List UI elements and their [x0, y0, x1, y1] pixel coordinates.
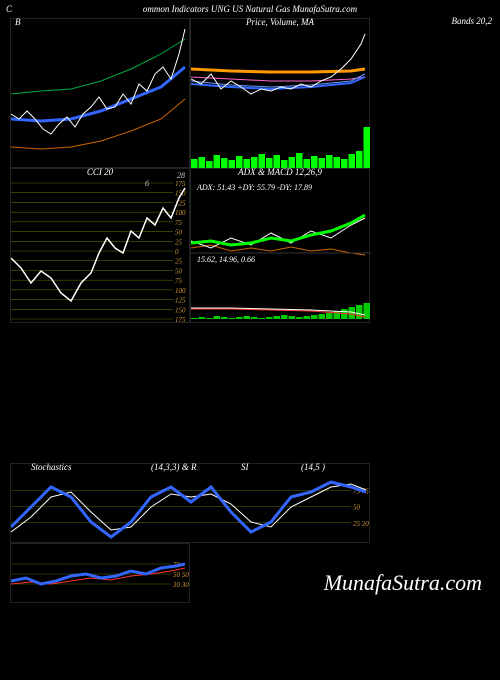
watermark-text: MunafaSutra.com — [324, 570, 482, 596]
row-top: B Price, Volume, MA Bands 20,2 — [0, 18, 500, 168]
svg-text:50: 50 — [353, 504, 361, 512]
svg-text:175: 175 — [175, 316, 186, 324]
stoch-chart: 75 755025 20 — [11, 464, 371, 544]
svg-text:25: 25 — [175, 258, 183, 266]
svg-text:50: 50 — [175, 267, 183, 275]
stoch-t2: (14,3,3) & R — [151, 462, 197, 472]
svg-text:50: 50 — [175, 229, 183, 237]
row-mid: CCI 20 28 6 1751501251007550250255075100… — [0, 168, 500, 323]
row-stoch: Stochastics (14,3,3) & R SI (14,5 ) 75 7… — [0, 463, 500, 543]
bb-chart — [11, 19, 191, 169]
svg-text:125: 125 — [175, 297, 186, 305]
rsi-chart: 7050 5030 30 — [11, 544, 191, 604]
cci-sub: 6 — [145, 179, 149, 188]
panel-rsi: 7050 5030 30 — [10, 543, 190, 603]
svg-text:50 50: 50 50 — [173, 571, 189, 579]
header-left: C — [6, 4, 12, 14]
page-header: C ommon Indicators UNG US Natural Gas Mu… — [0, 0, 500, 18]
panel-ma: Price, Volume, MA — [190, 18, 370, 168]
panel-bbands: B — [10, 18, 190, 168]
header-title: ommon Indicators UNG US Natural Gas Muna… — [143, 4, 357, 14]
bb-title: B — [15, 17, 21, 27]
panel-stoch: Stochastics (14,3,3) & R SI (14,5 ) 75 7… — [10, 463, 370, 543]
svg-text:30 30: 30 30 — [172, 581, 189, 589]
svg-text:100: 100 — [175, 287, 186, 295]
adx-title: ADX & MACD 12,26,9 — [238, 167, 322, 177]
cci-title: CCI 20 — [87, 167, 113, 177]
cci-top: 28 — [177, 171, 185, 180]
bands-text: Bands 20,2 — [452, 16, 493, 26]
gap-region — [0, 323, 500, 463]
svg-text:25 20: 25 20 — [353, 520, 369, 528]
adx-info2: 15.62, 14.96, 0.66 — [197, 255, 255, 264]
stoch-t3: SI — [241, 462, 249, 472]
panel-cci: CCI 20 28 6 1751501251007550250255075100… — [10, 168, 190, 323]
svg-text:75: 75 — [175, 219, 183, 227]
bands-label: Bands 20,2 — [370, 18, 500, 168]
ma-title: Price, Volume, MA — [246, 17, 314, 27]
svg-text:150: 150 — [175, 306, 186, 314]
cci-chart: 1751501251007550250255075100125150175 — [11, 169, 191, 324]
panel-adx: ADX & MACD 12,26,9 ADX: 51.43 +DY: 55.79… — [190, 168, 370, 323]
svg-text:0: 0 — [175, 248, 179, 256]
adx-chart — [191, 169, 371, 324]
svg-text:25: 25 — [175, 238, 183, 246]
stoch-t4: (14,5 ) — [301, 462, 325, 472]
svg-text:75: 75 — [175, 277, 183, 285]
stoch-t1: Stochastics — [31, 462, 72, 472]
ma-chart — [191, 19, 371, 169]
svg-text:100: 100 — [175, 209, 186, 217]
adx-info1: ADX: 51.43 +DY: 55.79 -DY: 17.89 — [197, 183, 312, 192]
svg-text:175: 175 — [175, 180, 186, 188]
